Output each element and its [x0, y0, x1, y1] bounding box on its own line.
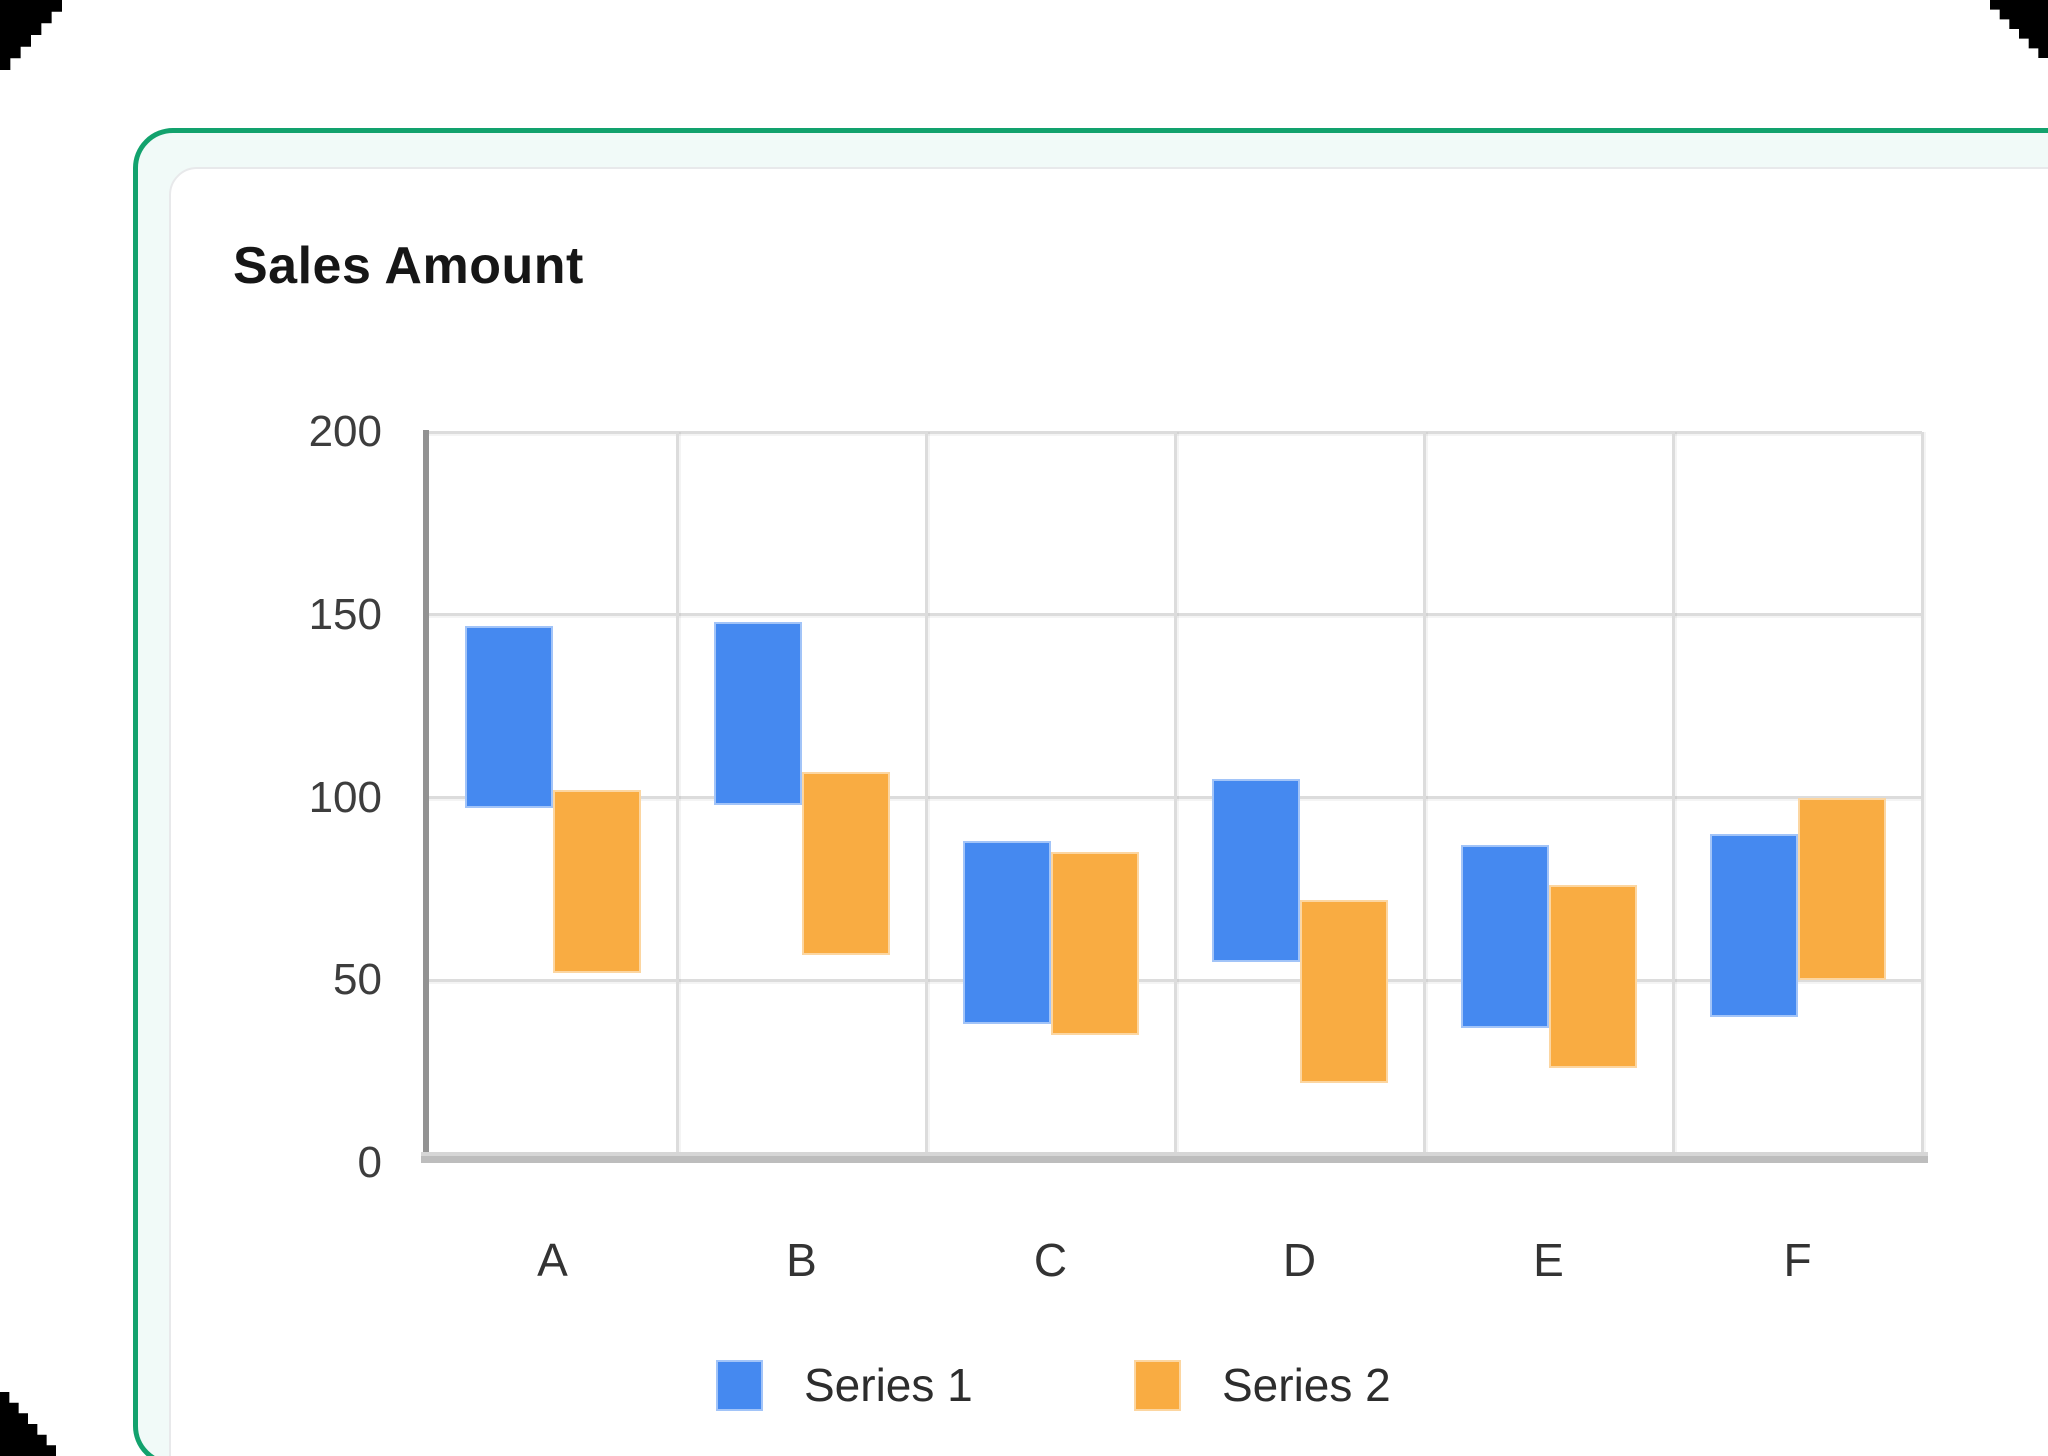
gridline-v-4 — [1422, 432, 1426, 1163]
x-category-label-F: F — [1783, 1234, 1812, 1286]
plot-area — [428, 430, 1924, 1163]
bar-A-series1 — [464, 625, 553, 809]
x-category-label-D: D — [1282, 1234, 1317, 1286]
gridline-v-6 — [1920, 432, 1924, 1163]
bar-D-series1 — [1211, 779, 1300, 962]
x-category-label-A: A — [537, 1234, 568, 1286]
torn-corner-top-left-icon — [0, 0, 62, 70]
bar-A-series2 — [552, 790, 641, 973]
legend-item-series2: Series 2 — [1134, 1360, 1391, 1411]
gridline-v-5 — [1671, 432, 1675, 1163]
y-tick-label-100: 100 — [308, 772, 382, 822]
torn-corner-top-right-icon — [1990, 0, 2048, 58]
legend-label-series1: Series 1 — [804, 1359, 973, 1411]
bar-E-series2 — [1548, 885, 1637, 1068]
legend-swatch-series1 — [716, 1360, 763, 1411]
x-axis-line — [421, 1152, 1928, 1163]
legend-item-series1: Series 1 — [716, 1360, 973, 1411]
bar-B-series2 — [801, 771, 890, 955]
bar-C-series1 — [962, 841, 1051, 1025]
bar-C-series2 — [1050, 852, 1139, 1036]
gridline-v-3 — [1173, 432, 1177, 1163]
x-category-label-B: B — [786, 1234, 817, 1286]
y-tick-label-50: 50 — [333, 955, 382, 1005]
chart-card — [169, 167, 2048, 1456]
bar-F-series1 — [1709, 834, 1798, 1017]
x-category-label-E: E — [1533, 1234, 1564, 1286]
gridline-v-2 — [924, 432, 928, 1163]
chart-title: Sales Amount — [233, 237, 584, 295]
y-axis-line — [423, 430, 429, 1156]
gridline-v-1 — [675, 432, 679, 1163]
y-tick-label-0: 0 — [357, 1138, 382, 1187]
legend-label-series2: Series 2 — [1222, 1359, 1391, 1411]
bar-D-series2 — [1299, 899, 1388, 1083]
torn-corner-bottom-left-icon — [0, 1392, 56, 1456]
bar-B-series1 — [713, 622, 802, 805]
y-tick-label-200: 200 — [308, 407, 382, 456]
bar-E-series1 — [1460, 845, 1549, 1028]
bar-F-series2 — [1797, 797, 1886, 981]
legend-swatch-series2 — [1134, 1360, 1181, 1411]
y-tick-label-150: 150 — [308, 589, 382, 639]
x-category-label-C: C — [1033, 1234, 1068, 1286]
